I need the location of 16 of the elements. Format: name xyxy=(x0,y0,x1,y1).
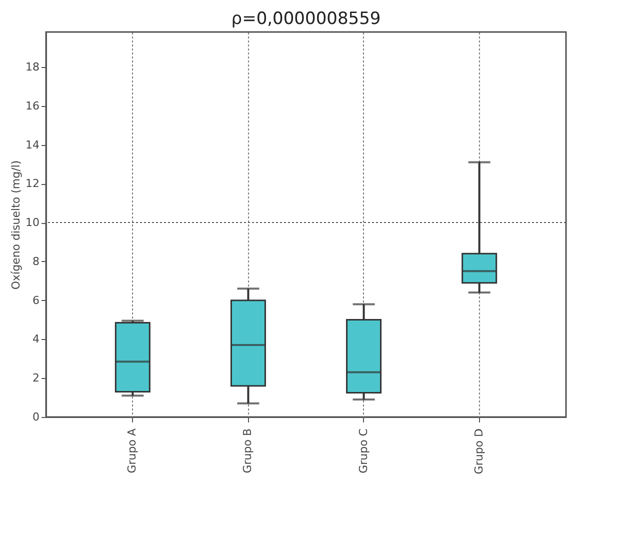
x-tick-label: Grupo D xyxy=(472,428,486,474)
y-tick-label: 12 xyxy=(26,177,40,190)
chart-title: ρ=0,0000008559 xyxy=(231,9,381,29)
y-tick-label: 10 xyxy=(26,216,40,230)
y-tick-label: 8 xyxy=(32,254,40,268)
y-tick-label: 0 xyxy=(32,410,40,424)
x-tick-label: Grupo A xyxy=(126,428,139,474)
y-tick-label: 16 xyxy=(26,99,40,112)
y-tick-label: 2 xyxy=(32,372,40,385)
y-tick-label: 4 xyxy=(32,332,40,346)
x-tick-label: Grupo C xyxy=(356,428,370,474)
y-tick-label: 14 xyxy=(26,138,40,152)
y-axis-title: Oxígeno disuelto (mg/l) xyxy=(10,160,23,290)
x-tick-label: Grupo B xyxy=(241,428,254,474)
y-tick-label: 18 xyxy=(26,60,40,74)
y-tick-label: 6 xyxy=(32,294,40,307)
